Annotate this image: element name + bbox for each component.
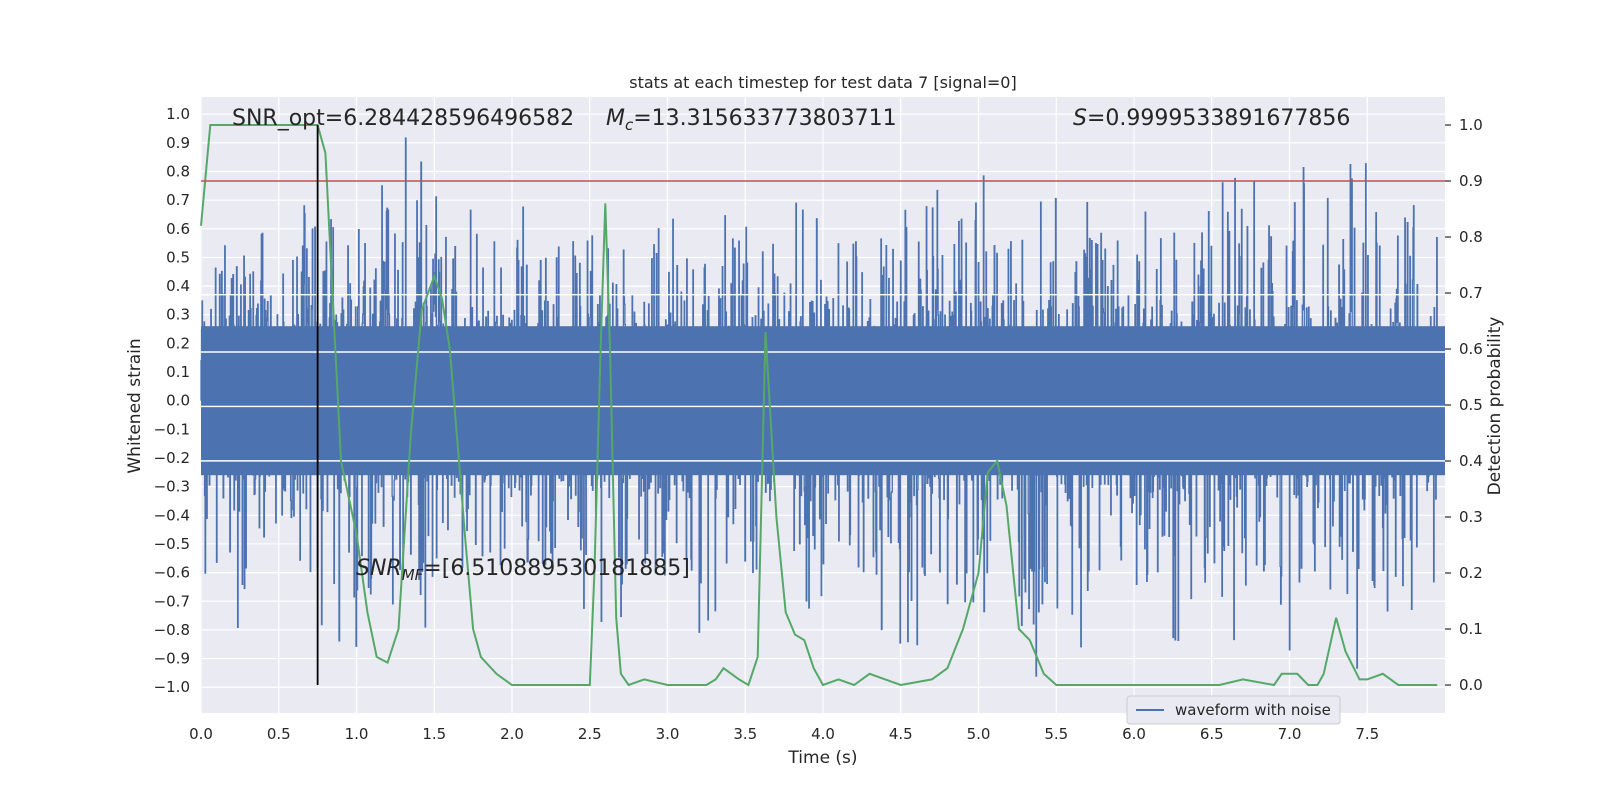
- probability-series: [200, 124, 1438, 687]
- x-tick-label: 7.5: [1355, 725, 1379, 743]
- left-tick-label: 0.0: [166, 392, 190, 410]
- x-tick-label: 4.5: [889, 725, 913, 743]
- left-axis-ticks: 1.0 0.9 0.8 0.7 0.6 0.5 0.4 0.3 0.2 0.1 0.0 −0.1 −0.…: [154, 105, 190, 696]
- x-tick-label: 0.0: [189, 725, 213, 743]
- x-tick-label: 6.0: [1122, 725, 1146, 743]
- x-tick-label: 1.0: [345, 725, 369, 743]
- left-tick-label: 0.6: [166, 220, 190, 238]
- probability-line: [200, 124, 1438, 687]
- right-tick-label: 0.0: [1459, 676, 1483, 694]
- legend-box: [1126, 695, 1341, 725]
- x-tick-label: 5.0: [967, 725, 991, 743]
- right-tick-label: 1.0: [1459, 116, 1483, 134]
- x-tick-label: 4.0: [811, 725, 835, 743]
- annotation-chirp-mass: Mc=13.315633773803711: [606, 106, 897, 134]
- x-tick-label: 2.5: [578, 725, 602, 743]
- x-tick-label: 7.0: [1278, 725, 1302, 743]
- left-tick-label: −0.2: [154, 449, 190, 467]
- legend: waveform with noise: [1126, 695, 1341, 725]
- right-axis-label: Detection probability: [1485, 317, 1505, 496]
- left-tick-label: −0.7: [154, 592, 190, 610]
- x-tick-label: 2.0: [500, 725, 524, 743]
- left-tick-label: 0.1: [166, 363, 190, 381]
- waveform-series: [200, 137, 1445, 677]
- legend-label: waveform with noise: [1175, 701, 1331, 719]
- waveform-dense-band: [201, 326, 1445, 476]
- x-tick-label: 5.5: [1044, 725, 1068, 743]
- left-tick-label: −0.4: [154, 506, 190, 524]
- left-tick-label: 0.7: [166, 191, 190, 209]
- x-tick-label: 0.5: [267, 725, 291, 743]
- right-tick-label: 0.3: [1459, 508, 1483, 526]
- right-tick-label: 0.2: [1459, 564, 1483, 582]
- right-tick-label: 0.4: [1459, 452, 1483, 470]
- left-axis-label: Whitened strain: [125, 338, 145, 473]
- threshold-and-marker: [201, 125, 1445, 685]
- annotation-s: S=0.9999533891677856: [1073, 106, 1350, 131]
- right-axis-ticks: 1.0 0.9 0.8 0.7 0.6 0.5 0.4 0.3 0.2 0.1 0.0: [1445, 116, 1483, 694]
- right-tick-label: 0.5: [1459, 396, 1483, 414]
- x-axis-ticks: 0.0 0.5 1.0 1.5 2.0 2.5 3.0 3.5 4.0 4.5 5.0 5.5 6.0 6…: [189, 725, 1379, 743]
- x-tick-label: 3.5: [733, 725, 757, 743]
- left-tick-label: −0.5: [154, 535, 190, 553]
- x-tick-label: 6.5: [1200, 725, 1224, 743]
- right-tick-label: 0.8: [1459, 228, 1483, 246]
- right-tick-label: 0.9: [1459, 172, 1483, 190]
- x-axis-label: Time (s): [787, 748, 857, 768]
- left-tick-label: −0.8: [154, 621, 190, 639]
- left-tick-label: 0.3: [166, 306, 190, 324]
- left-tick-label: −0.1: [154, 420, 190, 438]
- annotation-snr-mf: SNRMF=[6.510889530181885]: [356, 556, 690, 584]
- left-tick-label: 0.4: [166, 277, 190, 295]
- right-tick-label: 0.6: [1459, 340, 1483, 358]
- left-tick-label: 0.9: [166, 134, 190, 152]
- left-tick-label: −0.3: [154, 478, 190, 496]
- annotation-snr-opt: SNR_opt=6.284428596496582: [232, 106, 574, 131]
- left-tick-label: −0.6: [154, 564, 190, 582]
- left-tick-label: −0.9: [154, 650, 190, 668]
- left-tick-label: 0.2: [166, 334, 190, 352]
- left-tick-label: 0.5: [166, 248, 190, 266]
- left-tick-label: −1.0: [154, 678, 190, 696]
- x-tick-label: 3.0: [656, 725, 680, 743]
- left-tick-label: 1.0: [166, 105, 190, 123]
- right-tick-label: 0.7: [1459, 284, 1483, 302]
- x-tick-label: 1.5: [422, 725, 446, 743]
- chart-title: stats at each timestep for test data 7 […: [629, 73, 1016, 92]
- left-tick-label: 0.8: [166, 162, 190, 180]
- right-tick-label: 0.1: [1459, 620, 1483, 638]
